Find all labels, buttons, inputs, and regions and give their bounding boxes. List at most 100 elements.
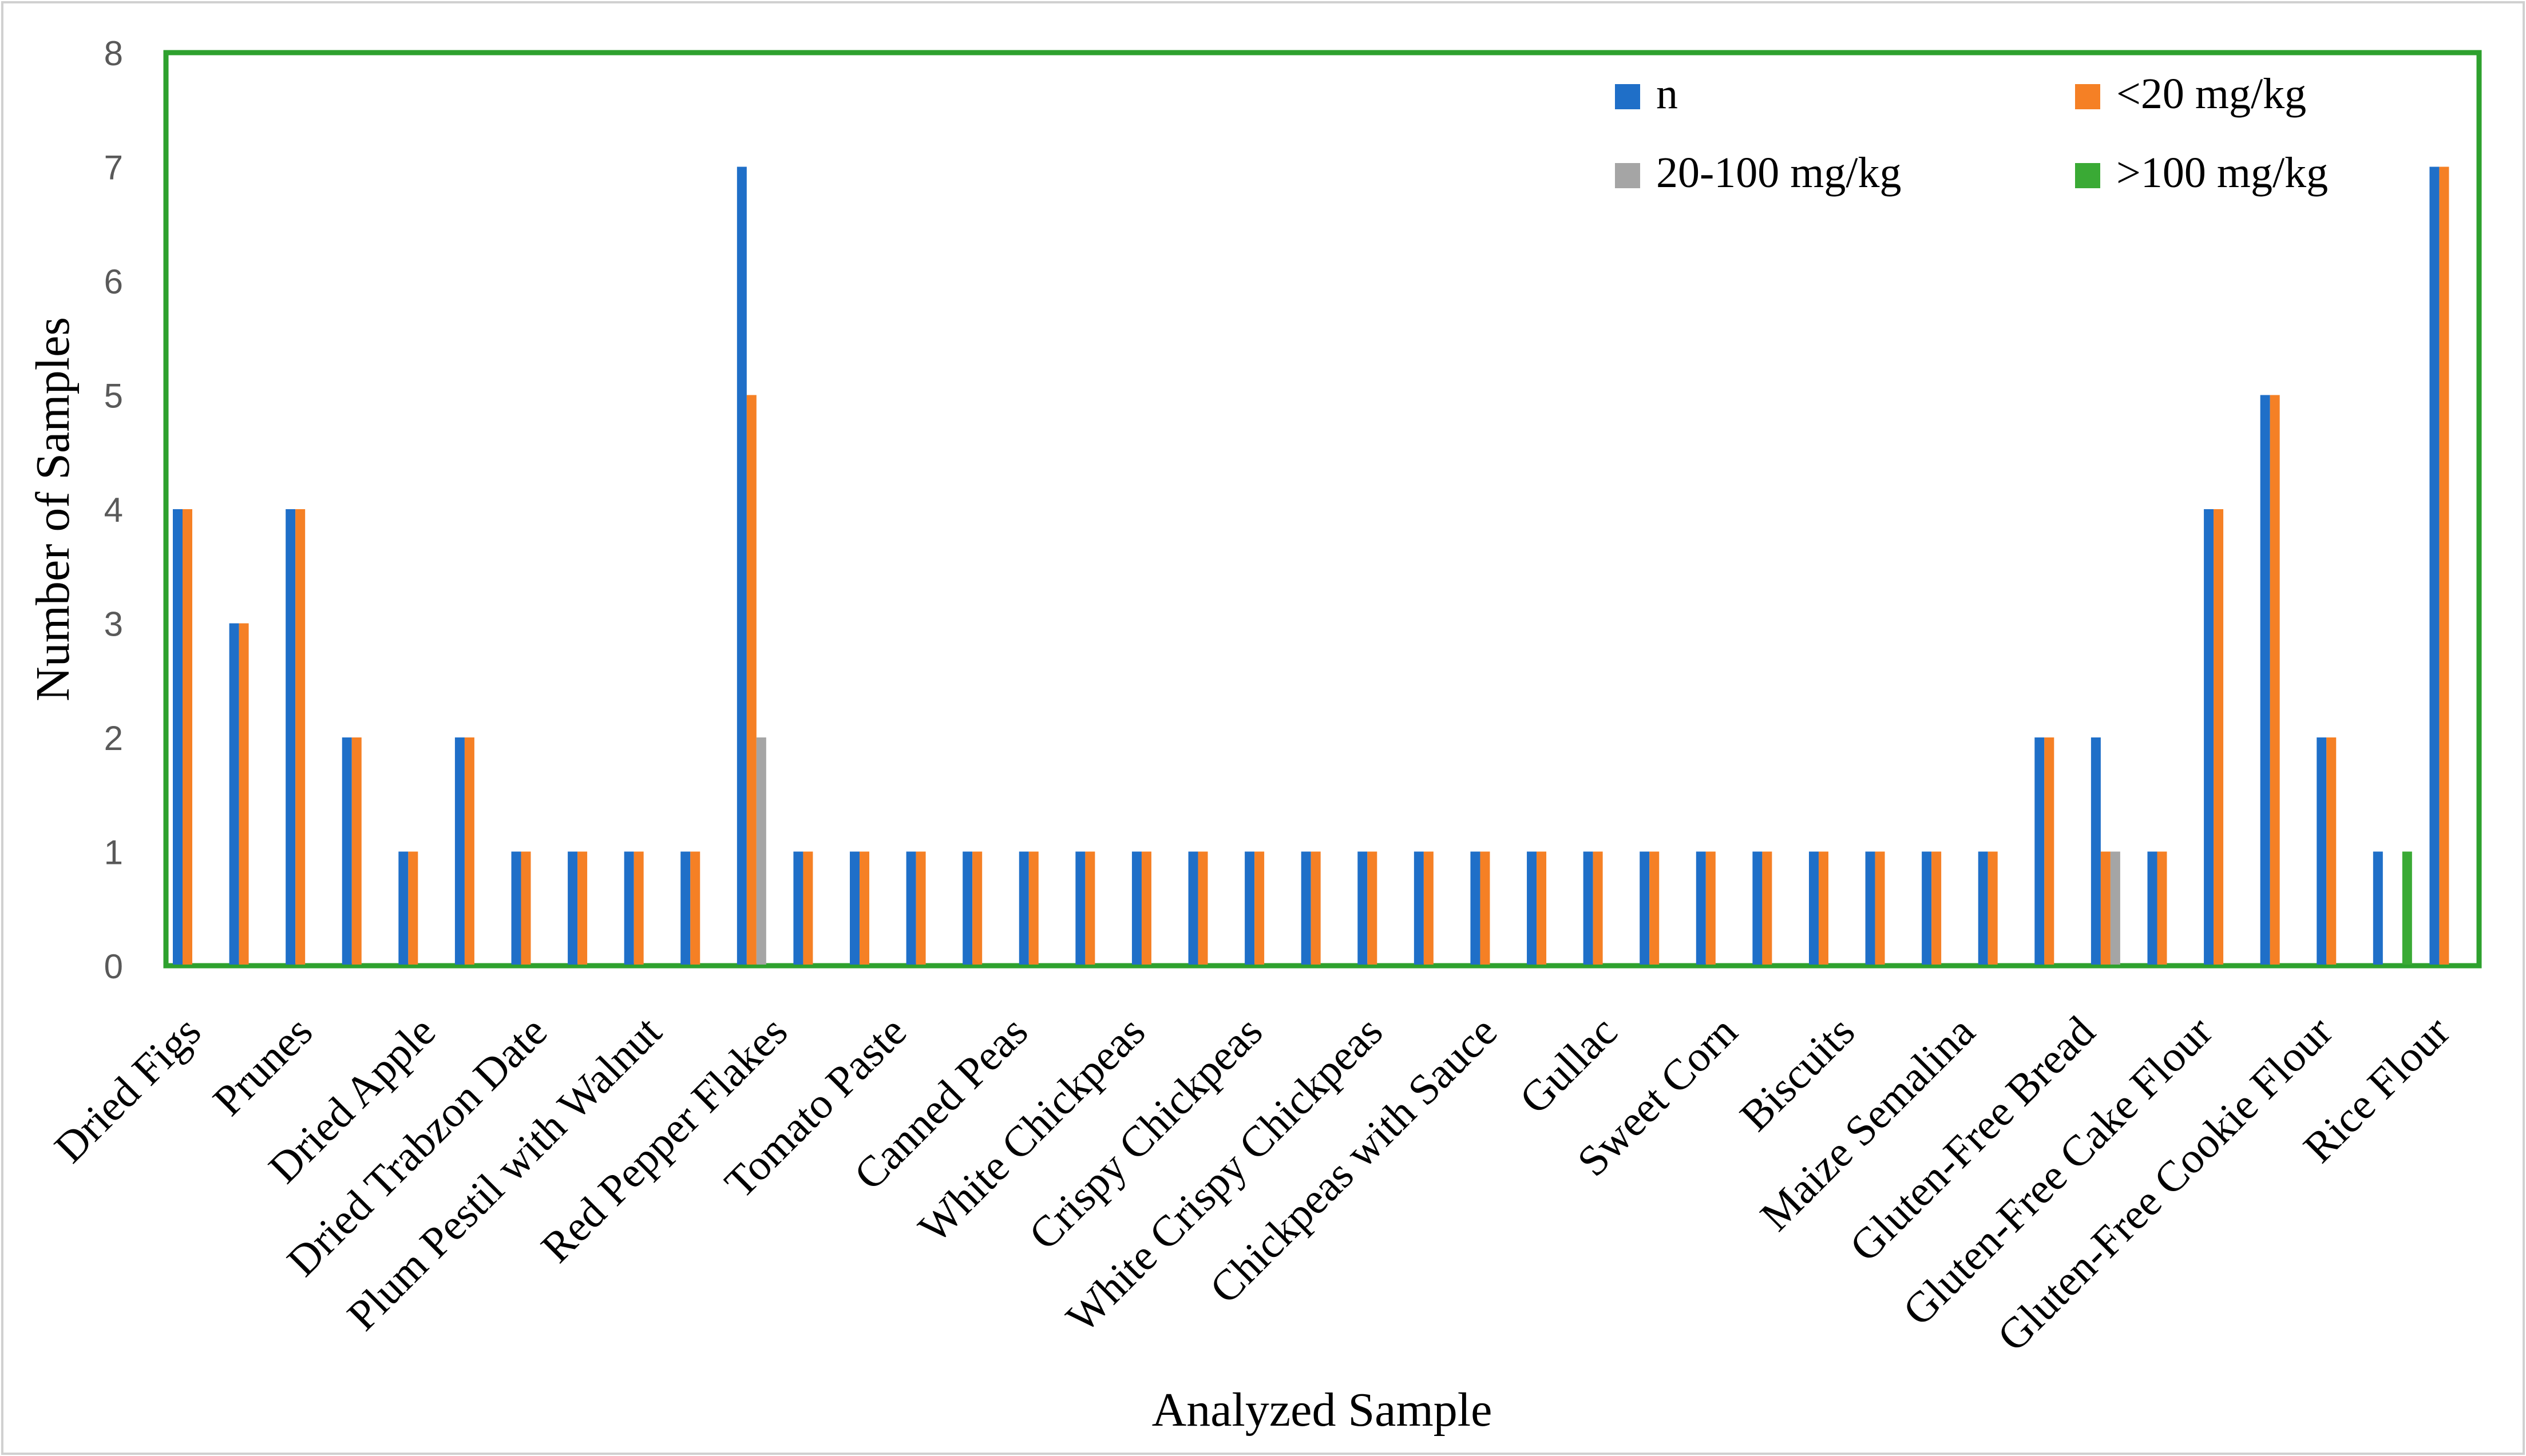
bar-n (2429, 166, 2440, 966)
bar--20-mg-kg (351, 737, 362, 966)
bar-n (454, 737, 465, 966)
legend-swatch (2075, 163, 2100, 188)
y-axis: 0 1 2 3 4 5 6 7 8 (104, 34, 123, 986)
bar-n (2091, 737, 2101, 966)
bar-n (568, 851, 578, 966)
bar-n (737, 166, 747, 966)
bar-n (1019, 851, 1029, 966)
bar--20-mg-kg (1537, 851, 1547, 966)
bar-n (2260, 395, 2270, 966)
bar--20-mg-kg (2326, 737, 2337, 966)
bar-n (2147, 851, 2157, 966)
bar-n (1188, 851, 1198, 966)
legend-label: >100 mg/kg (2116, 149, 2328, 197)
bar-n (963, 851, 973, 966)
bar--20-mg-kg (1198, 851, 1208, 966)
bar-n (1527, 851, 1537, 966)
legend-swatch (1615, 163, 1640, 188)
legend: n <20 mg/kg 20-100 mg/kg >100 mg/kg (1615, 70, 2328, 197)
bar--20-mg-kg (1028, 851, 1039, 966)
y-tick-label: 3 (104, 605, 123, 644)
bar-n (2204, 509, 2214, 966)
bar-n (1470, 851, 1480, 966)
bar--20-mg-kg (295, 509, 306, 966)
bar-n (398, 851, 409, 966)
bar-n (1922, 851, 1932, 966)
bar-n (1696, 851, 1706, 966)
bar-n (2317, 737, 2327, 966)
bar-n (1301, 851, 1311, 966)
bar--20-mg-kg (746, 395, 757, 966)
bar-n (1808, 851, 1819, 966)
bar--20-mg-kg (2270, 395, 2280, 966)
bar--20-mg-kg (1085, 851, 1095, 966)
y-axis-title: Number of Samples (26, 317, 80, 701)
bar--20-mg-kg (1649, 851, 1660, 966)
bar--20-mg-kg (1875, 851, 1885, 966)
bar-n (2034, 737, 2045, 966)
bar--20-mg-kg (972, 851, 983, 966)
y-tick-label: 5 (104, 377, 123, 415)
bar-n (1075, 851, 1086, 966)
bar--20-mg-kg (2439, 166, 2449, 966)
bars-group (173, 166, 2449, 966)
bar--20-mg-kg (464, 737, 474, 966)
bar--20-mg-kg (1254, 851, 1265, 966)
legend-label: <20 mg/kg (2116, 70, 2306, 118)
bar-20-100-mg-kg (756, 737, 766, 966)
bar-n (624, 851, 634, 966)
bar-n (173, 509, 183, 966)
bar--20-mg-kg (803, 851, 813, 966)
bar--20-mg-kg (860, 851, 870, 966)
y-tick-label: 8 (104, 34, 123, 73)
bar--20-mg-kg (1141, 851, 1151, 966)
bar--100-mg-kg (2402, 851, 2412, 966)
y-tick-label: 1 (104, 834, 123, 872)
bar--20-mg-kg (1593, 851, 1603, 966)
bar--20-mg-kg (408, 851, 418, 966)
bar--20-mg-kg (1987, 851, 1998, 966)
bar--20-mg-kg (521, 851, 531, 966)
bar--20-mg-kg (1310, 851, 1321, 966)
bar-n (286, 509, 296, 966)
bar--20-mg-kg (2100, 851, 2111, 966)
bar-n (850, 851, 860, 966)
bar--20-mg-kg (577, 851, 588, 966)
y-tick-label: 6 (104, 263, 123, 301)
legend-swatch (1615, 84, 1640, 109)
y-tick-label: 7 (104, 149, 123, 187)
bar--20-mg-kg (239, 623, 249, 966)
y-tick-label: 0 (104, 947, 123, 986)
bar-n (906, 851, 916, 966)
bar-n (511, 851, 521, 966)
bar-n (1414, 851, 1424, 966)
bar-n (2373, 851, 2383, 966)
bar-n (1245, 851, 1255, 966)
bar-n (1131, 851, 1142, 966)
bar--20-mg-kg (1367, 851, 1377, 966)
bar-n (1640, 851, 1650, 966)
bar--20-mg-kg (1480, 851, 1490, 966)
bar--20-mg-kg (634, 851, 644, 966)
bar-n (1978, 851, 1988, 966)
bar--20-mg-kg (1705, 851, 1716, 966)
bar-n (229, 623, 239, 966)
bar--20-mg-kg (1423, 851, 1434, 966)
bar--20-mg-kg (2044, 737, 2054, 966)
bar-n (680, 851, 691, 966)
bar-n (793, 851, 803, 966)
bar-n (1865, 851, 1875, 966)
legend-label: n (1656, 70, 1678, 118)
bar-n (342, 737, 352, 966)
x-axis-title: Analyzed Sample (1152, 1383, 1492, 1437)
bar--20-mg-kg (183, 509, 192, 966)
bar--20-mg-kg (916, 851, 926, 966)
bar--20-mg-kg (1762, 851, 1772, 966)
bar--20-mg-kg (1931, 851, 1942, 966)
bar-n (1357, 851, 1368, 966)
bar--20-mg-kg (690, 851, 700, 966)
bar--20-mg-kg (2157, 851, 2167, 966)
